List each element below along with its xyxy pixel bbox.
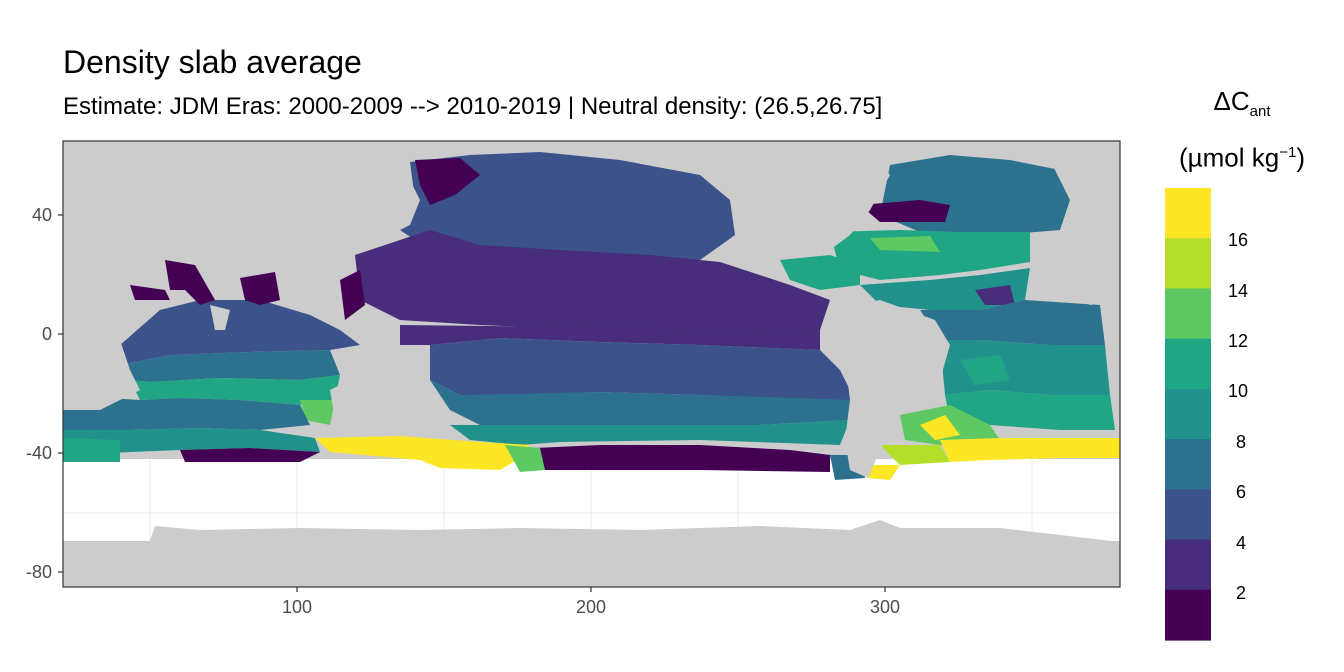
legend-label: 10 [1228, 381, 1248, 401]
south-indian-subtropics [130, 375, 340, 405]
north-pacific-subpolar [400, 152, 735, 262]
legend-label: 16 [1228, 230, 1248, 250]
west-australia-green [300, 400, 335, 425]
north-pacific-subtropical [355, 230, 830, 332]
gulf-stream-green [870, 236, 940, 252]
east-tropical-atlantic [975, 285, 1015, 305]
patagonian-shelf [880, 445, 950, 465]
legend-color-bin [1165, 439, 1211, 490]
legend-color-bin [1165, 589, 1211, 641]
north-indian-ocean [120, 300, 360, 365]
india-land [210, 305, 230, 330]
legend-unit-superscript: −1 [1279, 144, 1297, 161]
north-atlantic-subpolar [880, 155, 1070, 235]
indian-southern-midlatitude [63, 395, 310, 430]
west-africa-land [1060, 230, 1120, 305]
central-indian-ocean [120, 350, 340, 382]
legend-title-symbol: ΔCant [1162, 85, 1322, 128]
legend-label: 2 [1236, 583, 1246, 603]
eurasia-land [63, 158, 420, 290]
legend-unit-open: (µmol kg [1179, 142, 1280, 173]
legend-label: 4 [1236, 533, 1246, 553]
south-atlantic-green-patch [960, 355, 1010, 385]
y-tick-label: 0 [42, 324, 52, 344]
x-tick-label: 300 [870, 597, 900, 617]
indian-40s-band [63, 428, 320, 455]
legend-labels: 16 14 12 10 8 6 4 2 [1228, 230, 1248, 603]
legend-symbol-subscript: ant [1249, 103, 1271, 121]
arabian-sea [165, 260, 215, 305]
pacific-edge-green [505, 445, 545, 472]
africa-land [63, 290, 140, 410]
bay-of-bengal [240, 272, 280, 305]
x-tick-label: 200 [576, 597, 606, 617]
europe-land [1050, 160, 1120, 230]
south-pacific-midlatitude [430, 380, 855, 425]
chart-title: Density slab average [63, 44, 362, 80]
y-tick-label: 40 [32, 205, 52, 225]
legend-label: 6 [1236, 482, 1246, 502]
red-sea-region [130, 285, 170, 300]
north-america-land [740, 150, 890, 260]
y-tick-labels: 40 0 -40 -80 [26, 205, 52, 582]
y-tick-label: -80 [26, 562, 52, 582]
australia-land [330, 378, 440, 435]
chart-subtitle: Estimate: JDM Eras: 2000-2009 --> 2010-2… [63, 93, 883, 120]
axis-ticks [58, 214, 886, 592]
x-tick-labels: 100 200 300 [282, 597, 900, 617]
legend-color-bin [1165, 288, 1211, 340]
legend-color-bin [1165, 238, 1211, 290]
legend-color-bin [1165, 539, 1211, 591]
south-america-land [830, 300, 950, 478]
legend-label: 14 [1228, 281, 1248, 301]
argentine-basin-yellow [920, 415, 960, 440]
legend-label: 12 [1228, 331, 1248, 351]
equatorial-pacific [400, 325, 820, 350]
labrador-sea [860, 200, 950, 222]
legend-symbol: ΔC [1213, 86, 1250, 116]
pacific-southern-edge [535, 445, 830, 472]
equatorial-atlantic [920, 300, 1105, 345]
south-atlantic-subtropics [945, 390, 1115, 430]
sea-of-okhotsk [415, 158, 480, 205]
legend-label: 8 [1236, 432, 1246, 452]
legend-color-bin [1165, 489, 1211, 541]
indian-southern-edge [180, 448, 320, 462]
tasman-yellow-band [315, 436, 530, 470]
map-panel [63, 141, 1120, 587]
south-pacific-subtropics [430, 338, 855, 400]
legend-colorbar [1165, 188, 1211, 641]
south-pacific-40s-band [450, 420, 850, 445]
indian-west-edge [63, 438, 120, 462]
legend-color-bin [1165, 188, 1211, 239]
legend-title-unit: (µmol kg−1) [1162, 137, 1322, 174]
legend-color-bin [1165, 388, 1211, 440]
y-tick-label: -40 [26, 443, 52, 463]
caribbean [780, 255, 860, 290]
legend-unit-close: ) [1296, 142, 1305, 173]
antarctica-land [63, 520, 1120, 587]
x-tick-label: 100 [282, 597, 312, 617]
sea-of-japan [340, 270, 365, 320]
south-atlantic-yellow-band [940, 438, 1120, 462]
legend-color-bin [1165, 338, 1211, 390]
